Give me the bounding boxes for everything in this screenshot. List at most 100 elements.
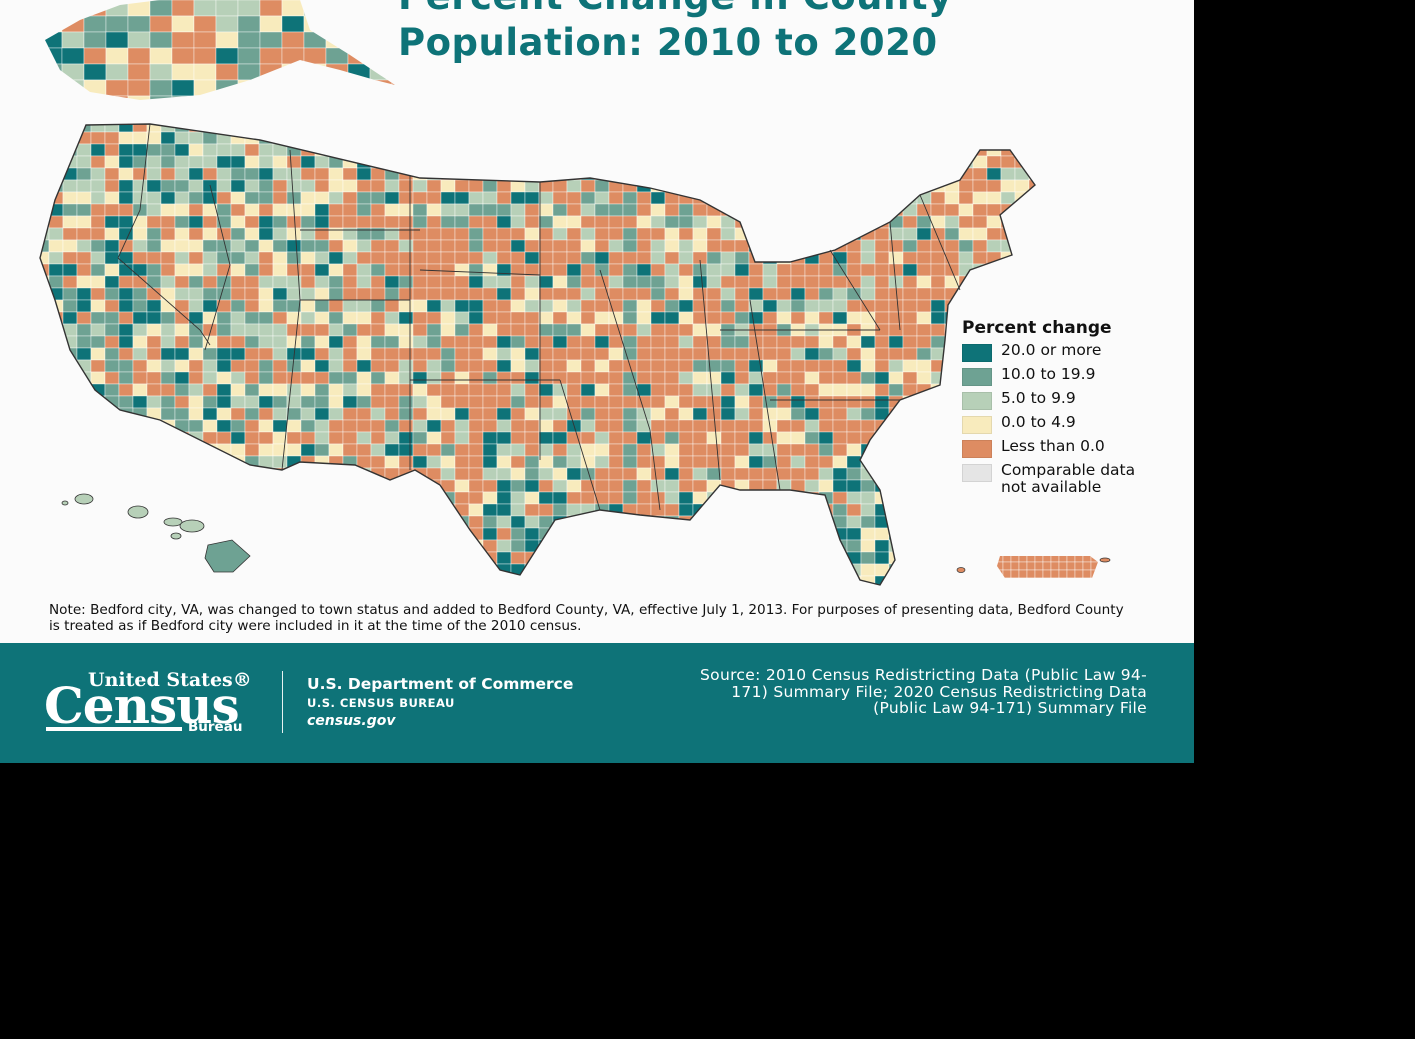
county-cell	[300, 371, 316, 385]
county-cell	[538, 563, 554, 577]
county-cell	[454, 359, 470, 373]
county-cell	[972, 551, 988, 565]
county-cell	[972, 167, 988, 181]
county-cell	[496, 251, 512, 265]
county-cell	[510, 311, 526, 325]
county-cell	[76, 479, 92, 493]
county-cell	[342, 407, 358, 421]
county-cell	[496, 191, 512, 205]
county-cell	[566, 335, 582, 349]
county-cell	[258, 359, 274, 373]
county-cell	[384, 431, 400, 445]
county-cell	[860, 335, 876, 349]
county-cell	[538, 371, 554, 385]
county-cell	[83, 47, 107, 65]
county-cell	[118, 263, 134, 277]
county-cell	[524, 407, 540, 421]
county-cell	[916, 551, 932, 565]
county-cell	[370, 215, 386, 229]
county-cell	[804, 227, 820, 241]
county-cell	[874, 299, 890, 313]
county-cell	[132, 287, 148, 301]
county-cell	[149, 31, 173, 49]
county-cell	[650, 191, 666, 205]
county-cell	[888, 347, 904, 361]
county-cell	[62, 203, 78, 217]
county-cell	[818, 347, 834, 361]
county-cell	[237, 47, 261, 65]
county-cell	[524, 215, 540, 229]
county-cell	[1014, 251, 1030, 265]
county-cell	[594, 563, 610, 577]
county-cell	[776, 407, 792, 421]
county-cell	[40, 455, 50, 469]
census-gov-link[interactable]: census.gov	[307, 713, 396, 729]
county-cell	[804, 395, 820, 409]
county-cell	[930, 124, 946, 133]
county-cell	[608, 383, 624, 397]
county-cell	[636, 287, 652, 301]
county-cell	[776, 455, 792, 469]
county-cell	[608, 275, 624, 289]
census-bureau-logo[interactable]: United States® Census Bureau	[44, 669, 262, 739]
county-cell	[552, 419, 568, 433]
county-cell	[40, 407, 50, 421]
county-cell	[231, 588, 245, 600]
county-cell	[272, 167, 288, 181]
county-cell	[650, 227, 666, 241]
county-cell	[146, 263, 162, 277]
county-cell	[188, 383, 204, 397]
county-cell	[104, 455, 120, 469]
county-cell	[552, 203, 568, 217]
county-cell	[314, 479, 330, 493]
county-cell	[524, 467, 540, 481]
county-cell	[286, 335, 302, 349]
county-cell	[244, 263, 260, 277]
county-cell	[790, 215, 806, 229]
county-cell	[524, 143, 540, 157]
county-cell	[496, 311, 512, 325]
county-cell	[468, 539, 484, 553]
county-cell	[146, 539, 162, 553]
county-cell	[118, 551, 134, 565]
county-cell	[804, 263, 820, 277]
county-cell	[860, 527, 876, 541]
county-cell	[902, 124, 918, 133]
county-cell	[83, 15, 107, 33]
county-cell	[83, 0, 107, 17]
county-cell	[482, 575, 498, 585]
county-cell	[524, 371, 540, 385]
county-cell	[664, 239, 680, 253]
county-cell	[258, 263, 274, 277]
county-cell	[748, 527, 764, 541]
county-cell	[40, 335, 50, 349]
county-cell	[776, 467, 792, 481]
county-cell	[790, 335, 806, 349]
county-cell	[944, 191, 960, 205]
county-cell	[692, 275, 708, 289]
county-cell	[300, 239, 316, 253]
county-cell	[132, 215, 148, 229]
county-cell	[426, 371, 442, 385]
county-cell	[734, 539, 750, 553]
county-cell	[594, 124, 610, 133]
county-cell	[622, 155, 638, 169]
county-cell	[1028, 167, 1035, 181]
county-cell	[790, 383, 806, 397]
county-cell	[188, 215, 204, 229]
county-cell	[193, 95, 217, 100]
county-cell	[510, 491, 526, 505]
county-cell	[706, 335, 722, 349]
county-cell	[426, 275, 442, 289]
county-cell	[230, 467, 246, 481]
county-cell	[160, 179, 176, 193]
county-cell	[510, 203, 526, 217]
county-cell	[538, 419, 554, 433]
county-cell	[552, 479, 568, 493]
county-cell	[538, 383, 554, 397]
county-cell	[972, 215, 988, 229]
county-cell	[90, 527, 106, 541]
county-cell	[664, 467, 680, 481]
county-cell	[832, 299, 848, 313]
legend-item-20-or-more: 20.0 or more	[962, 342, 1182, 362]
